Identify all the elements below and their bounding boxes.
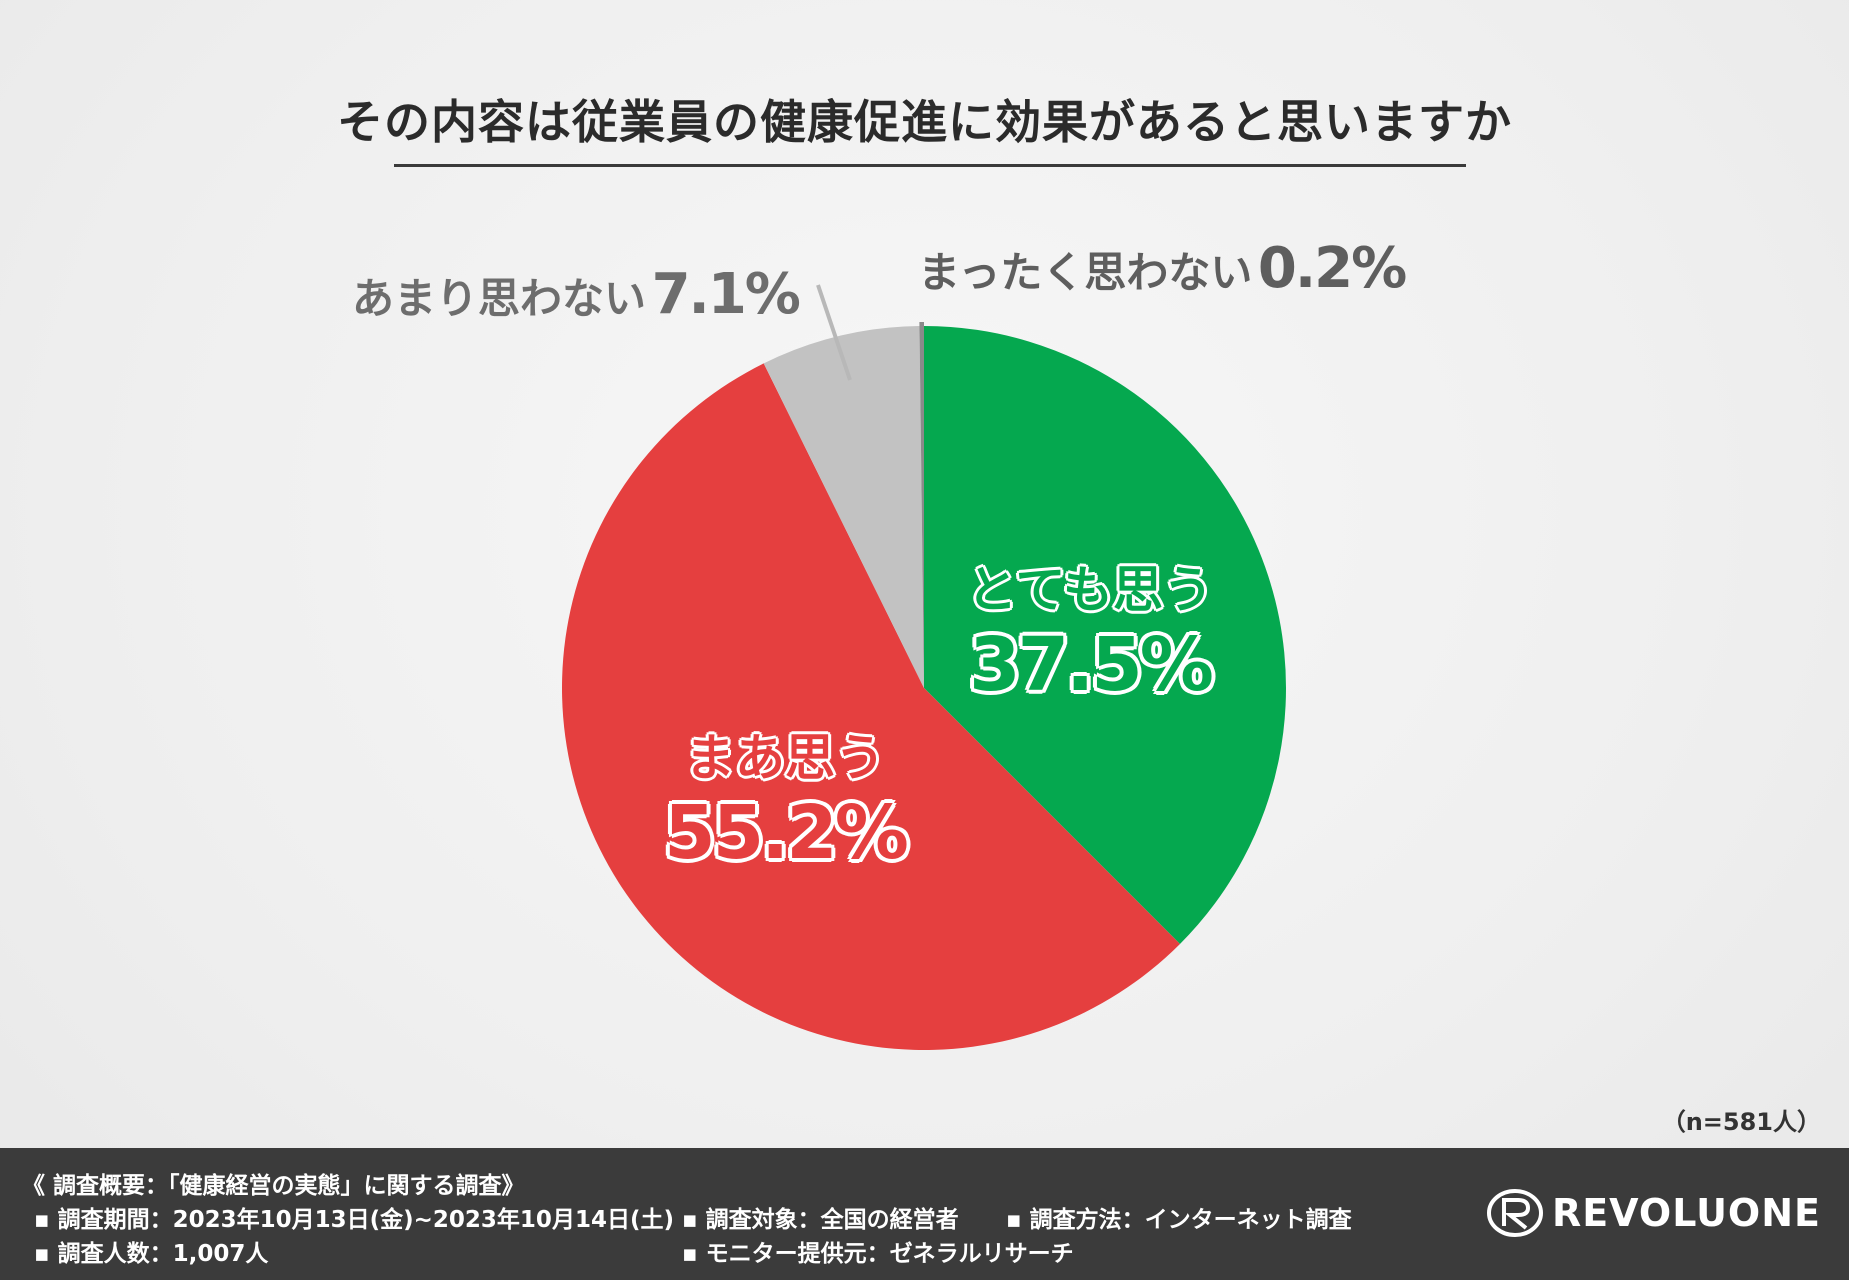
footer-heading: 《 調査概要：「健康経営の実態」に関する調査》 (22, 1173, 525, 1199)
brand-logo: REVOLUONE (1486, 1188, 1821, 1238)
pie-slice-0 (924, 326, 1286, 944)
slice-label-totemo: とても思う 37.5% (960, 550, 1220, 708)
slice-name-amari: あまり思わない (352, 274, 647, 323)
pie-slice-2 (763, 326, 924, 688)
slice-name-totemo: とても思う (967, 561, 1213, 619)
slice-name-mattaku: まったく思わない (918, 248, 1253, 297)
chart-title: その内容は従業員の健康促進に効果があると思いますか (337, 95, 1512, 149)
footer-method: ▪ 調査方法：インターネット調査 (1006, 1207, 1352, 1233)
slice-value-maa: 55.2% (664, 790, 909, 876)
footer-target: ▪ 調査対象：全国の経営者 (682, 1207, 959, 1233)
pie-slice-3 (919, 322, 924, 688)
footer-count: ▪ 調査人数：1,007人 (34, 1241, 269, 1267)
slice-value-mattaku: 0.2% (1257, 236, 1407, 301)
slice-label-mattaku: まったく思わない 0.2% (918, 236, 1407, 301)
slice-label-maa: まあ思う 55.2% (655, 718, 915, 876)
footer-period: ▪ 調査期間：2023年10月13日(金)~2023年10月14日(土) (34, 1207, 674, 1233)
brand-mark-icon (1486, 1189, 1543, 1237)
pie-chart (562, 284, 1286, 1050)
sample-size: （n=581人） (1661, 1108, 1821, 1136)
survey-footer: 《 調査概要：「健康経営の実態」に関する調査》 ▪ 調査期間：2023年10月1… (0, 1148, 1849, 1280)
slice-value-amari: 7.1% (651, 262, 801, 327)
leader-line-grey (816, 284, 852, 381)
slice-label-amari: あまり思わない 7.1% (352, 262, 801, 327)
footer-provider: ▪ モニター提供元：ゼネラルリサーチ (682, 1241, 1074, 1267)
title-underline (394, 164, 1466, 167)
slice-value-totemo: 37.5% (969, 622, 1214, 708)
slice-name-maa: まあ思う (685, 729, 885, 787)
brand-name: REVOLUONE (1551, 1191, 1821, 1235)
pie-slice-1 (562, 363, 1180, 1050)
